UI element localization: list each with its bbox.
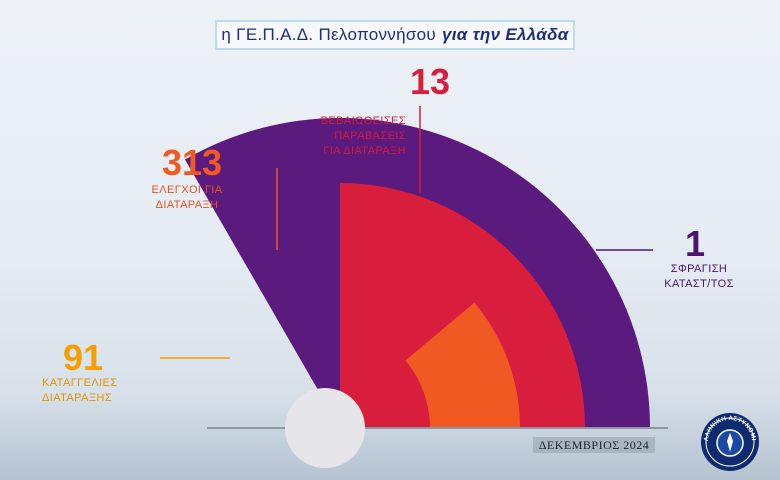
category-label-1-line-1: ΔΙΑΤΑΡΑΞΗ — [155, 199, 219, 211]
category-label-2-line-1: ΠΑΡΑΒΑΣΕΙΣ — [334, 130, 406, 142]
category-label-3-line-1: ΚΑΤΑΣΤ/ΤΟΣ — [664, 278, 734, 290]
category-label-3: ΣΦΡΑΓΙΣΗ ΚΑΤΑΣΤ/ΤΟΣ — [660, 262, 738, 292]
category-label-2-line-2: ΓΙΑ ΔΙΑΤΑΡΑΞΗ — [323, 145, 406, 157]
category-label-2: ΒΕΒΑΙΩΘΕΙΣΕΣ ΠΑΡΑΒΑΣΕΙΣ ΓΙΑ ΔΙΑΤΑΡΑΞΗ — [300, 114, 406, 159]
category-label-1-line-0: ΕΛΕΓΧΟΙ ΓΙΑ — [151, 184, 223, 196]
page-title: η ΓΕ.Π.Α.Δ. Πελοποννήσου για την Ελλάδα — [215, 20, 575, 50]
title-plain: η ΓΕ.Π.Α.Δ. Πελοποννήσου — [221, 25, 436, 44]
value-label-1: 313 — [162, 142, 223, 183]
date-stamp: ΔΕΚΕΜΒΡΙΟΣ 2024 — [533, 437, 655, 453]
arc-1 — [405, 302, 520, 428]
center-hole — [285, 388, 365, 468]
category-label-0-line-1: ΔΙΑΤΑΡΑΞΗΣ — [42, 392, 112, 404]
arc-2 — [340, 183, 585, 428]
category-label-0-line-0: ΚΑΤΑΓΓΕΛΙΕΣ — [42, 377, 118, 389]
value-label-2: 13 — [410, 61, 451, 102]
value-label-0: 91 — [63, 337, 104, 378]
title-bold: για την Ελλάδα — [442, 25, 569, 44]
hellenic-police-emblem-icon: ΕΛΛΗΝΙΚΗ ΑΣΤΥΝΟΜΙΑ — [700, 412, 759, 471]
category-label-3-line-0: ΣΦΡΑΓΙΣΗ — [670, 263, 728, 275]
category-label-1: ΕΛΕΓΧΟΙ ΓΙΑ ΔΙΑΤΑΡΑΞΗ — [150, 183, 224, 213]
category-label-2-line-0: ΒΕΒΑΙΩΘΕΙΣΕΣ — [320, 115, 406, 127]
category-label-0: ΚΑΤΑΓΓΕΛΙΕΣ ΔΙΑΤΑΡΑΞΗΣ — [42, 376, 118, 406]
value-label-3: 1 — [685, 223, 706, 264]
